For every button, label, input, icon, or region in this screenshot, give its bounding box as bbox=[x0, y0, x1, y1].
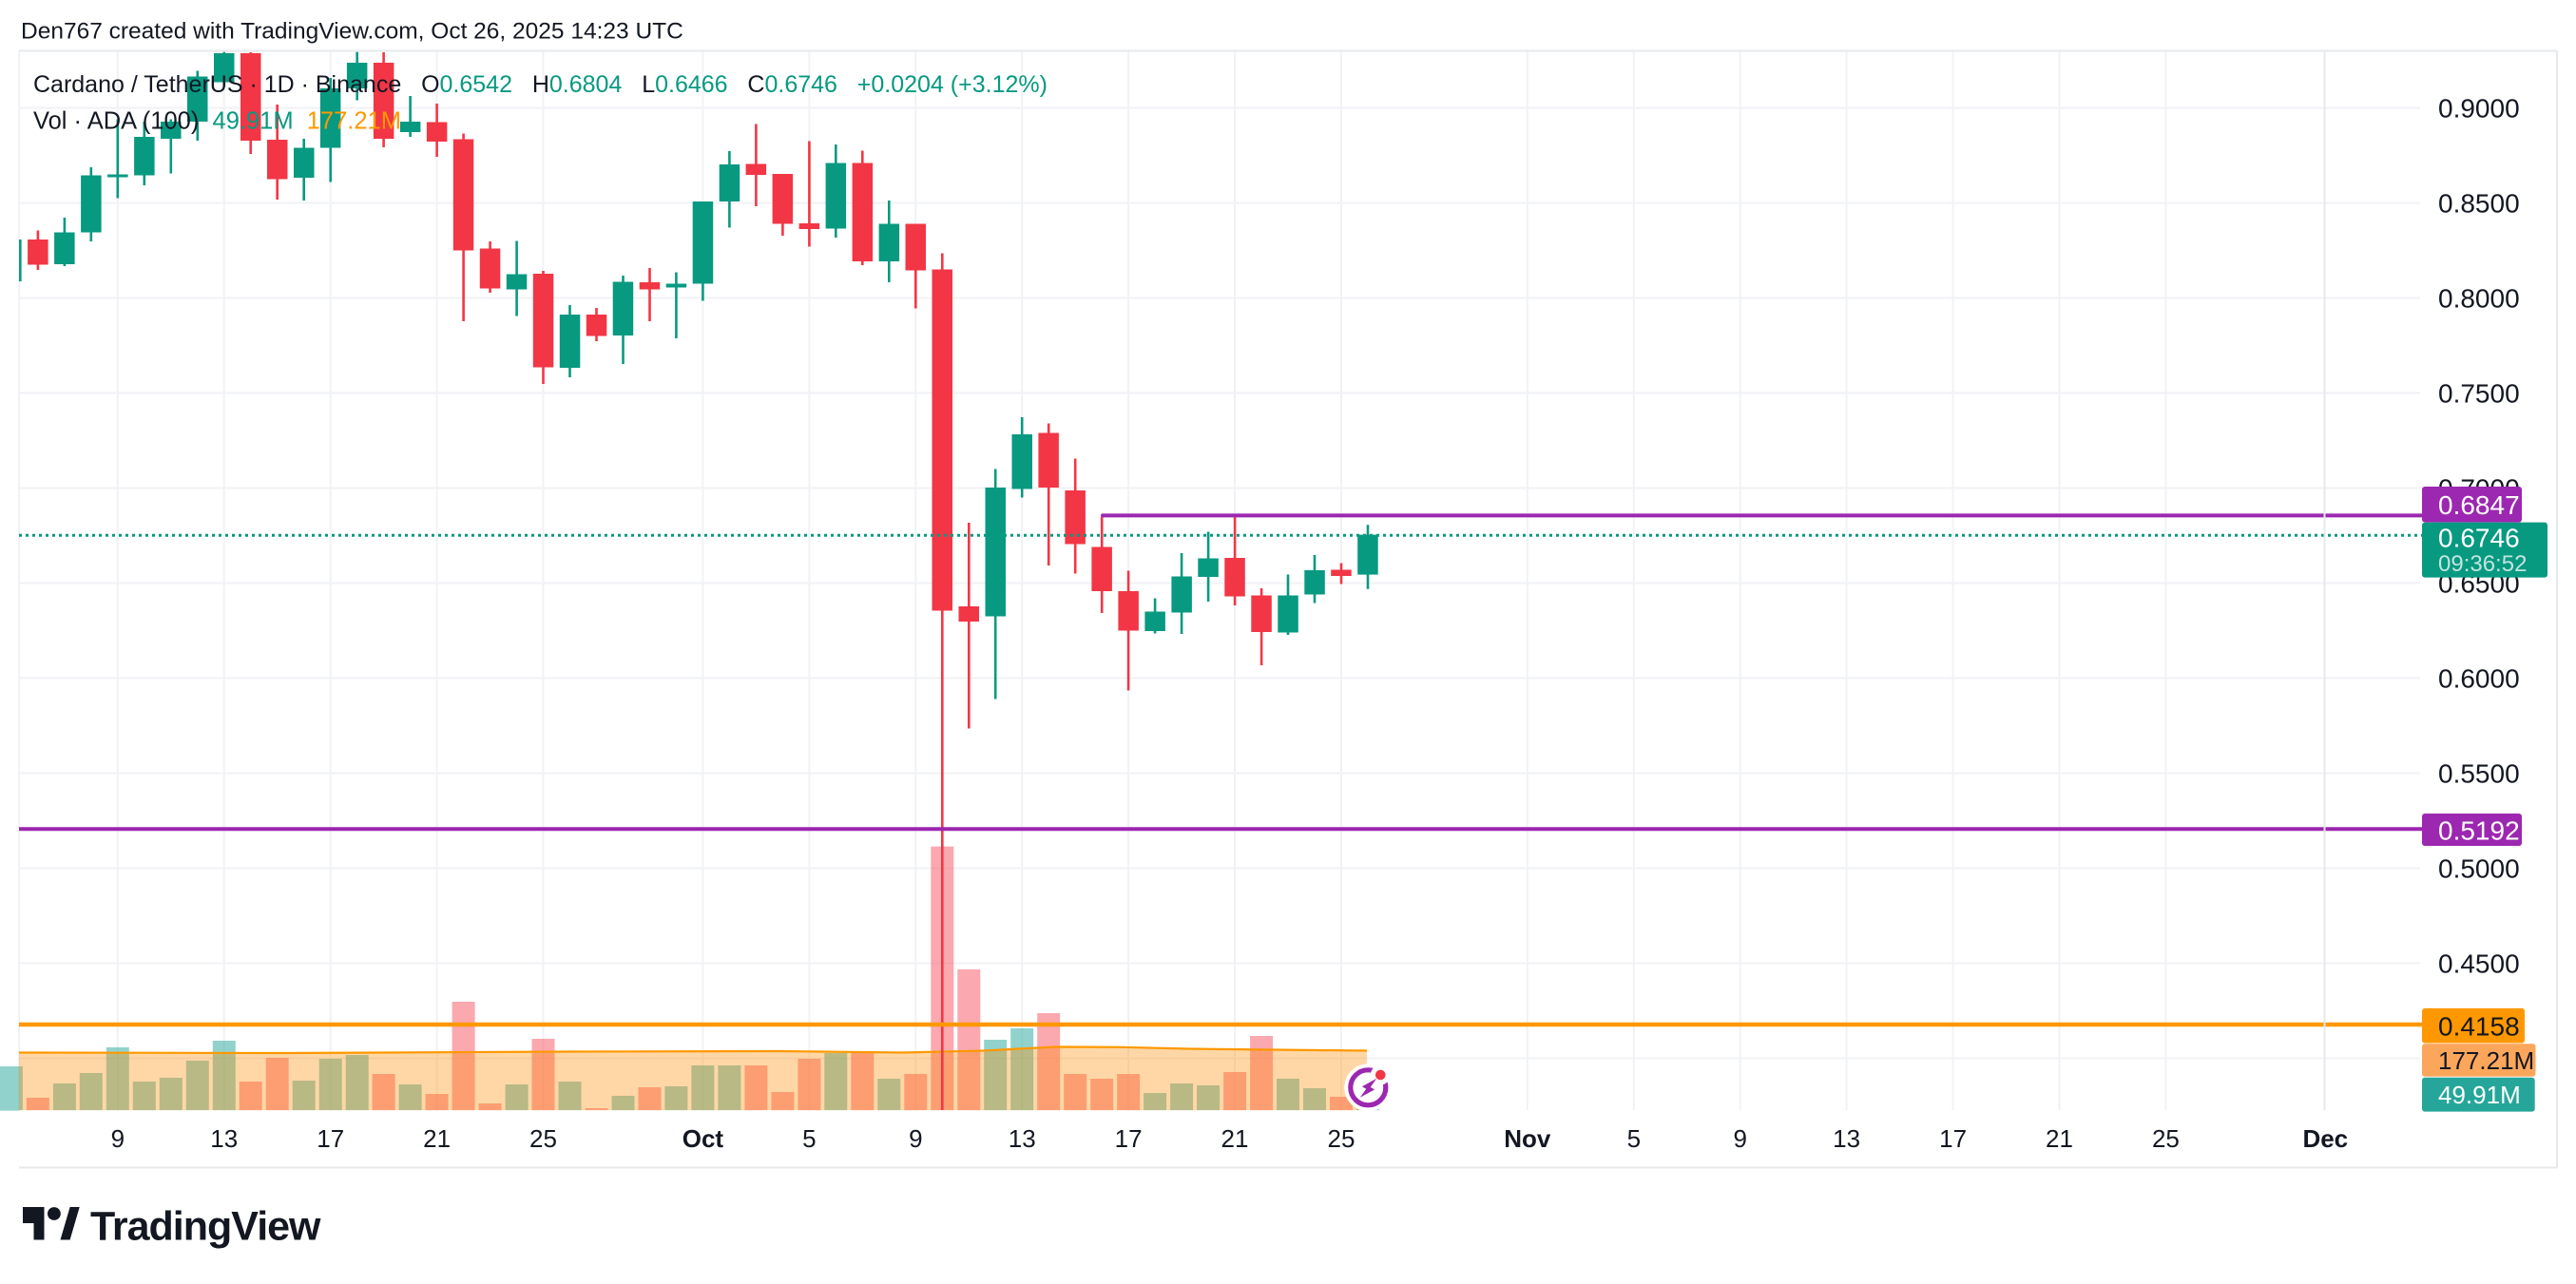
svg-text:0.6847: 0.6847 bbox=[2438, 490, 2520, 520]
svg-text:0.8500: 0.8500 bbox=[2438, 188, 2520, 218]
svg-text:9: 9 bbox=[111, 1124, 125, 1153]
svg-text:9: 9 bbox=[909, 1124, 922, 1153]
svg-text:0.6000: 0.6000 bbox=[2438, 663, 2520, 693]
svg-text:Cardano / TetherUS · 1D · Bina: Cardano / TetherUS · 1D · Binance O0.654… bbox=[33, 71, 1048, 98]
svg-text:13: 13 bbox=[1009, 1124, 1036, 1153]
svg-text:0.5000: 0.5000 bbox=[2438, 853, 2520, 883]
svg-text:Vol · ADA (100) 49.91M 177.2: Vol · ADA (100) 49.91M 177.21M bbox=[33, 108, 401, 135]
svg-text:25: 25 bbox=[1328, 1124, 1355, 1153]
svg-text:17: 17 bbox=[317, 1124, 344, 1153]
svg-text:0.5192: 0.5192 bbox=[2438, 815, 2520, 845]
svg-text:0.9000: 0.9000 bbox=[2438, 93, 2520, 123]
svg-text:0.8000: 0.8000 bbox=[2438, 283, 2520, 313]
svg-text:09:36:52: 09:36:52 bbox=[2438, 551, 2527, 577]
svg-text:21: 21 bbox=[1221, 1124, 1249, 1153]
svg-text:0.4500: 0.4500 bbox=[2438, 949, 2520, 978]
svg-text:0.6746: 0.6746 bbox=[2438, 524, 2520, 553]
svg-text:13: 13 bbox=[210, 1124, 238, 1153]
svg-text:21: 21 bbox=[423, 1124, 451, 1153]
svg-text:13: 13 bbox=[1833, 1124, 1860, 1153]
svg-text:Den767 created with TradingVie: Den767 created with TradingView.com, Oct… bbox=[21, 18, 683, 44]
svg-text:21: 21 bbox=[2046, 1124, 2073, 1153]
svg-text:177.21M: 177.21M bbox=[2438, 1046, 2534, 1075]
svg-text:25: 25 bbox=[529, 1124, 557, 1153]
svg-text:49.91M: 49.91M bbox=[2438, 1081, 2521, 1109]
svg-text:9: 9 bbox=[1733, 1124, 1746, 1153]
svg-text:0.4158: 0.4158 bbox=[2438, 1011, 2520, 1041]
svg-text:Nov: Nov bbox=[1504, 1124, 1551, 1153]
svg-text:0.5500: 0.5500 bbox=[2438, 758, 2520, 788]
svg-text:5: 5 bbox=[1627, 1124, 1641, 1153]
svg-text:25: 25 bbox=[2152, 1124, 2180, 1153]
svg-text:17: 17 bbox=[1939, 1124, 1967, 1153]
svg-text:TradingView: TradingView bbox=[90, 1204, 321, 1250]
svg-text:5: 5 bbox=[802, 1124, 816, 1153]
svg-text:17: 17 bbox=[1115, 1124, 1143, 1153]
svg-text:Oct: Oct bbox=[682, 1124, 724, 1153]
svg-text:0.7500: 0.7500 bbox=[2438, 378, 2520, 408]
svg-text:Dec: Dec bbox=[2302, 1124, 2348, 1153]
